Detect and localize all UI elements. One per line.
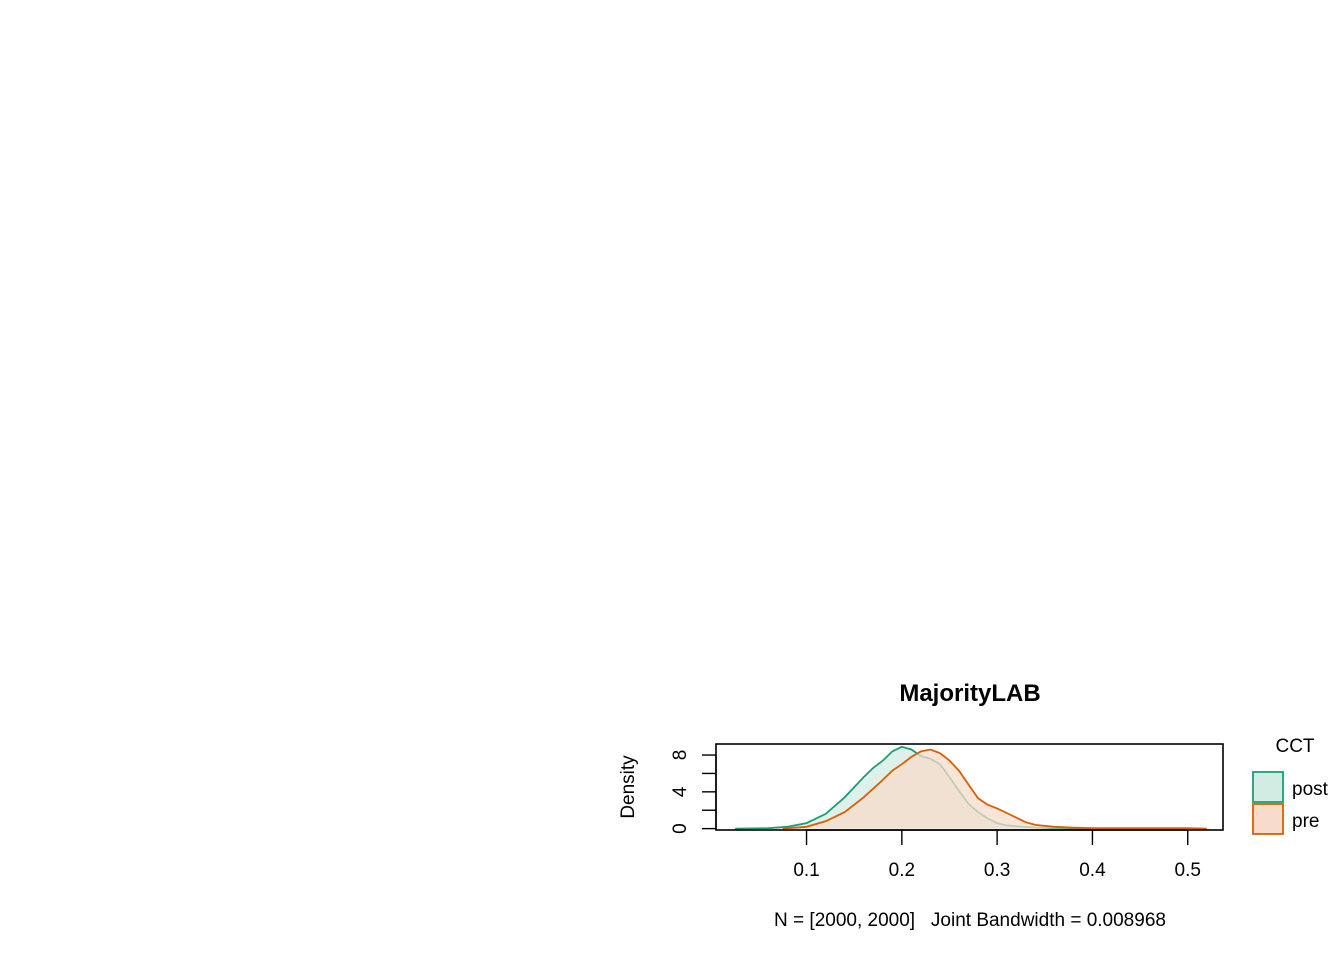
line-pre xyxy=(782,748,1207,830)
area-pre xyxy=(782,749,1207,829)
legend-swatch-post xyxy=(1252,771,1284,803)
legend-label-pre: pre xyxy=(1292,811,1319,832)
x-tick-label: 0.2 xyxy=(889,860,915,881)
legend-title: CCT xyxy=(1275,736,1314,757)
x-tick-label: 0.5 xyxy=(1175,860,1201,881)
y-tick-label: 8 xyxy=(670,750,691,761)
x-axis-label: N = [2000, 2000] Joint Bandwidth = 0.008… xyxy=(774,910,1166,931)
density-areas xyxy=(735,745,1207,830)
y-tick-label: 4 xyxy=(670,786,691,797)
legend-label-post: post xyxy=(1292,779,1329,800)
x-tick-label: 0.1 xyxy=(793,860,819,881)
x-tick-label: 0.4 xyxy=(1079,860,1106,881)
chart-title: MajorityLAB xyxy=(899,680,1040,707)
y-axis-label: Density xyxy=(618,755,639,819)
x-axis: 0.1 0.2 0.3 0.4 0.5 xyxy=(793,829,1201,881)
legend-swatch-pre xyxy=(1252,803,1284,835)
x-tick-label: 0.3 xyxy=(984,860,1010,881)
y-tick-label: 0 xyxy=(670,823,691,834)
legend: CCT post pre xyxy=(1252,736,1329,835)
y-axis: 0 4 8 xyxy=(670,750,717,834)
